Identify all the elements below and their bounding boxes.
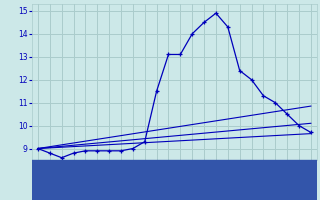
X-axis label: Graphe des températures (°c): Graphe des températures (°c)	[110, 171, 239, 180]
